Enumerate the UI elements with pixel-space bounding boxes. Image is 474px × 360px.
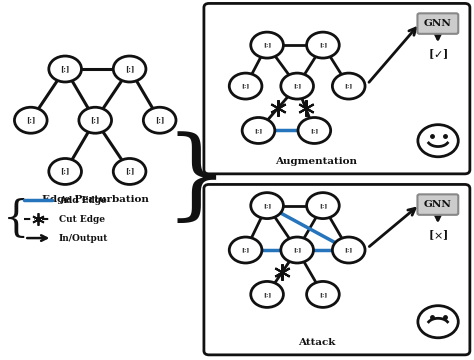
Circle shape [418,306,458,338]
Circle shape [307,193,339,219]
Text: [:]: [:] [241,248,250,252]
Text: [:]: [:] [125,167,134,175]
Circle shape [229,73,262,99]
Text: }: } [164,132,228,228]
Text: [:]: [:] [125,65,134,73]
Circle shape [251,193,283,219]
Circle shape [307,282,339,307]
Text: [:]: [:] [293,248,301,252]
Circle shape [307,32,339,58]
FancyBboxPatch shape [418,194,458,215]
Circle shape [242,117,275,143]
Circle shape [14,107,47,133]
Text: [:]: [:] [345,84,353,89]
Text: [:]: [:] [263,42,271,48]
Text: {: { [3,198,29,240]
Text: [$\times$]: [$\times$] [428,229,448,242]
Text: [:]: [:] [255,128,263,133]
Text: Attack: Attack [298,338,335,347]
FancyBboxPatch shape [204,4,470,174]
Text: In/Output: In/Output [59,234,108,243]
Circle shape [332,237,365,263]
Text: [:]: [:] [293,84,301,89]
Circle shape [143,107,176,133]
Text: [:]: [:] [319,292,327,297]
Circle shape [229,237,262,263]
FancyBboxPatch shape [204,184,470,355]
Text: GNN: GNN [424,19,452,28]
Circle shape [251,282,283,307]
Text: Augmentation: Augmentation [275,157,357,166]
Circle shape [281,73,313,99]
Circle shape [418,125,458,157]
Text: [:]: [:] [61,65,70,73]
Circle shape [49,56,82,82]
Text: [:]: [:] [263,292,271,297]
Circle shape [251,32,283,58]
Text: [:]: [:] [241,84,250,89]
Text: Add Edge: Add Edge [59,196,107,205]
Circle shape [113,158,146,184]
Text: [:]: [:] [345,248,353,252]
Text: [:]: [:] [26,116,36,124]
Text: [$\checkmark$]: [$\checkmark$] [428,48,448,61]
Text: [:]: [:] [310,128,319,133]
Text: [:]: [:] [319,42,327,48]
Text: [:]: [:] [91,116,100,124]
Text: [:]: [:] [61,167,70,175]
Circle shape [49,158,82,184]
Text: GNN: GNN [424,200,452,209]
Circle shape [332,73,365,99]
Text: [:]: [:] [263,203,271,208]
Circle shape [281,237,313,263]
Text: [:]: [:] [155,116,164,124]
Text: [:]: [:] [319,203,327,208]
Text: Edge Perturbation: Edge Perturbation [42,195,149,204]
Text: Cut Edge: Cut Edge [59,215,105,224]
FancyBboxPatch shape [418,13,458,34]
Circle shape [113,56,146,82]
Circle shape [298,117,331,143]
Circle shape [79,107,111,133]
